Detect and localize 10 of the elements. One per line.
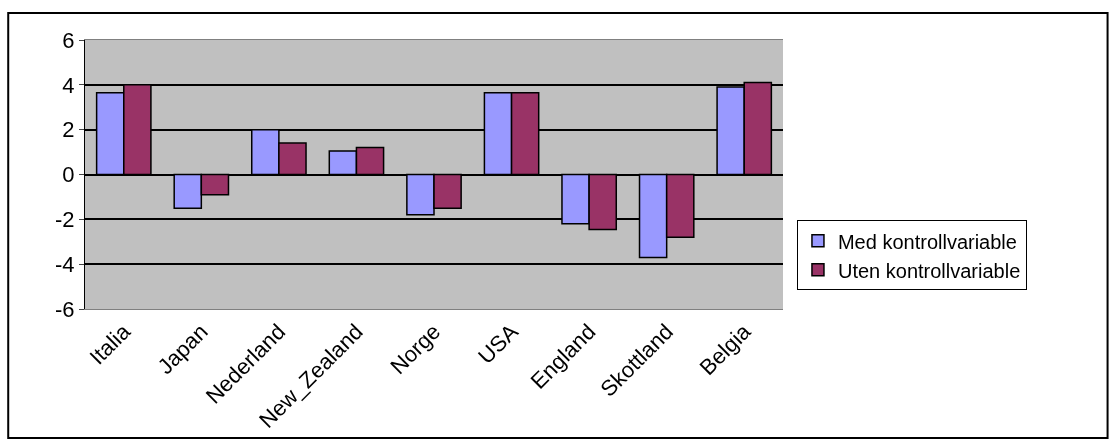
y-tick-label: -2 <box>55 207 75 233</box>
y-tick-label: 6 <box>62 27 75 53</box>
y-tick-label: 0 <box>62 162 75 188</box>
legend-label: Med kontrollvariable <box>837 230 1017 253</box>
x-tick-label: USA <box>473 318 524 369</box>
y-tick-label: 2 <box>62 117 75 143</box>
legend-label: Uten kontrollvariable <box>837 259 1021 282</box>
y-tick-label: -4 <box>55 251 75 277</box>
y-tick-label: -6 <box>55 296 75 322</box>
y-tick-label: 4 <box>62 72 75 98</box>
